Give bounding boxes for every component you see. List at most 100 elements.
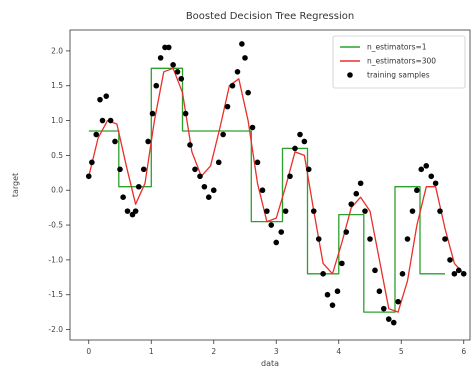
training-sample-point	[432, 180, 439, 187]
training-sample-point	[367, 236, 373, 242]
training-sample-point	[282, 208, 289, 214]
training-sample-point	[97, 96, 103, 103]
training-sample-point	[165, 44, 172, 51]
training-sample-point	[229, 82, 236, 89]
training-sample-point	[107, 117, 114, 124]
y-tick-label: -1.0	[48, 255, 63, 264]
training-sample-point	[428, 173, 435, 180]
training-sample-point	[187, 142, 193, 148]
x-tick-label: 3	[274, 347, 279, 356]
training-sample-point	[224, 103, 231, 110]
training-sample-point	[182, 110, 189, 117]
training-sample-point	[268, 222, 275, 228]
training-sample-point	[112, 138, 118, 145]
x-tick-label: 0	[86, 347, 91, 356]
training-sample-point	[201, 183, 208, 190]
training-sample-point	[315, 236, 322, 242]
training-sample-point	[210, 187, 217, 194]
training-sample-point	[409, 208, 416, 214]
plot-area-frame	[69, 29, 471, 341]
training-sample-point	[205, 194, 212, 200]
legend-label: n_estimators=1	[367, 43, 427, 52]
legend-box	[332, 35, 466, 89]
training-sample-point	[234, 68, 241, 75]
y-tick-label: -2.0	[48, 325, 63, 334]
y-tick-label: -0.5	[48, 221, 63, 230]
y-tick-label: 0.5	[51, 151, 63, 160]
training-sample-point	[362, 208, 368, 214]
training-sample-point	[385, 316, 392, 322]
training-sample-point	[287, 173, 293, 180]
chart-title: Boosted Decision Tree Regression	[186, 11, 354, 22]
training-sample-point	[249, 124, 256, 131]
training-sample-point	[140, 166, 147, 173]
training-sample-point	[451, 271, 458, 277]
training-sample-point	[153, 82, 160, 89]
x-tick-label: 2	[211, 347, 216, 356]
training-sample-point	[117, 166, 123, 173]
training-sample-point	[390, 319, 397, 326]
training-sample-point	[447, 257, 453, 263]
x-tick-label: 6	[461, 347, 466, 356]
training-sample-point	[418, 166, 425, 173]
training-sample-point	[254, 159, 261, 166]
legend: n_estimators=1 n_estimators=300 training s…	[332, 35, 466, 89]
training-sample-point	[348, 201, 355, 207]
training-sample-point	[343, 229, 350, 235]
training-sample-point	[292, 145, 298, 152]
training-sample-point	[215, 159, 222, 166]
training-sample-point	[132, 208, 139, 214]
x-tick-label: 4	[336, 347, 341, 356]
training-sample-point	[197, 173, 203, 180]
training-sample-point	[301, 138, 308, 145]
y-tick-label: -1.5	[48, 290, 63, 299]
y-tick-label: 1.0	[51, 116, 63, 125]
training-sample-point	[174, 68, 181, 75]
training-sample-point	[273, 239, 280, 246]
training-sample-point	[85, 173, 92, 180]
series-line-n-estimators-300	[88, 67, 465, 313]
training-sample-point	[310, 208, 317, 214]
training-sample-point	[334, 288, 341, 295]
training-sample-point	[395, 298, 401, 305]
training-sample-point	[278, 229, 285, 235]
training-sample-point	[264, 208, 270, 214]
training-sample-point	[357, 180, 364, 187]
training-sample-point	[178, 75, 185, 82]
training-sample-point	[103, 93, 110, 99]
y-axis-label: target	[11, 173, 20, 197]
training-sample-point	[242, 55, 248, 61]
x-tick-label: 5	[399, 347, 404, 356]
training-sample-point	[455, 267, 462, 274]
y-tick-label: 1.5	[51, 81, 63, 90]
training-sample-point	[297, 131, 303, 138]
x-axis-label: data	[261, 359, 279, 368]
training-sample-point	[437, 208, 443, 214]
y-tick-label: 2.0	[51, 46, 63, 55]
legend-label: training samples	[367, 71, 430, 80]
training-sample-point	[149, 110, 156, 117]
training-sample-point	[89, 159, 95, 166]
training-sample-point	[239, 41, 245, 47]
training-sample-point	[372, 267, 378, 274]
training-sample-point	[404, 236, 411, 242]
training-sample-point	[135, 183, 142, 190]
training-sample-point	[124, 208, 131, 214]
y-tick-label: 0.0	[51, 186, 63, 195]
x-axis: 0 1 2 3 4 5 6	[86, 340, 466, 356]
training-sample-point	[157, 55, 164, 61]
training-sample-point	[442, 236, 448, 242]
training-sample-point	[353, 190, 360, 197]
x-tick-label: 1	[149, 347, 154, 356]
plot-content	[85, 41, 467, 326]
training-sample-point	[329, 302, 336, 308]
legend-label: n_estimators=300	[367, 57, 436, 66]
training-sample-point	[339, 260, 345, 267]
training-sample-point	[376, 288, 383, 295]
training-sample-point	[423, 163, 430, 169]
training-sample-point	[220, 131, 226, 138]
training-sample-point	[259, 187, 266, 194]
training-sample-point	[414, 187, 420, 194]
training-sample-point	[192, 166, 198, 173]
